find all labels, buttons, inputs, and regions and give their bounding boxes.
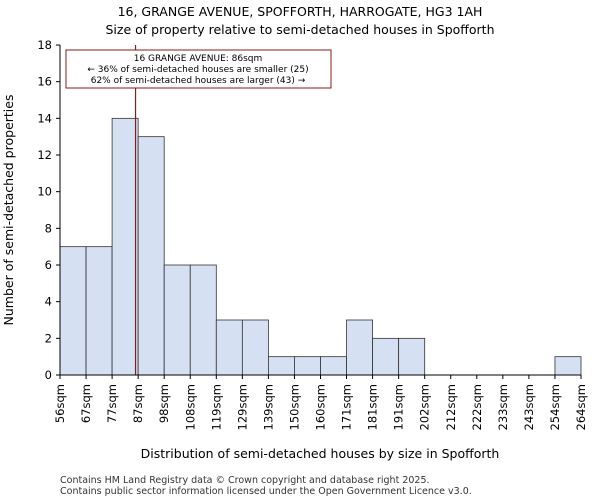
histogram-bar xyxy=(294,356,321,376)
x-tick-label: 254sqm xyxy=(548,384,562,430)
y-tick-label: 8 xyxy=(45,221,52,235)
y-axis-label: Number of semi-detached properties xyxy=(1,95,16,326)
histogram-bar xyxy=(372,337,400,376)
chart-title: 16, GRANGE AVENUE, SPOFFORTH, HARROGATE,… xyxy=(118,4,483,19)
y-tick-label: 2 xyxy=(45,331,52,345)
histogram-bar xyxy=(267,356,295,376)
x-tick-label: 212sqm xyxy=(444,384,458,430)
x-tick-label: 67sqm xyxy=(79,384,93,423)
histogram-bar xyxy=(111,117,139,376)
annotation-title: 16 GRANGE AVENUE: 86sqm xyxy=(134,54,263,64)
y-tick-label: 6 xyxy=(45,258,52,272)
x-tick-label: 119sqm xyxy=(209,384,223,430)
y-tick-label: 10 xyxy=(37,185,52,199)
histogram-bar xyxy=(215,319,243,376)
chart-subtitle: Size of property relative to semi-detach… xyxy=(105,22,494,37)
x-tick-label: 160sqm xyxy=(314,384,328,430)
histogram-bar xyxy=(59,246,87,376)
bars-group xyxy=(59,117,582,376)
histogram-bar xyxy=(85,246,113,376)
x-tick-label: 56sqm xyxy=(53,384,67,423)
histogram-bar xyxy=(398,337,426,376)
footer-line-2: Contains public sector information licen… xyxy=(60,486,472,497)
x-tick-label: 98sqm xyxy=(157,384,171,423)
x-tick-label: 202sqm xyxy=(418,384,432,430)
y-axis-ticks: 0 2 4 6 8 10 12 14 16 18 xyxy=(37,38,60,382)
histogram-bar xyxy=(554,356,582,376)
x-tick-label: 222sqm xyxy=(470,384,484,430)
x-axis-ticks: 56sqm 67sqm 77sqm 87sqm 98sqm 108sqm 119sqm 129… xyxy=(53,375,588,430)
histogram-bar xyxy=(320,356,347,376)
histogram-bar xyxy=(189,264,217,376)
x-tick-label: 243sqm xyxy=(522,384,536,430)
y-tick-label: 0 xyxy=(45,368,52,382)
x-tick-label: 77sqm xyxy=(105,384,119,423)
x-tick-label: 129sqm xyxy=(235,384,249,430)
y-tick-label: 4 xyxy=(45,295,52,309)
histogram-bar xyxy=(163,264,191,376)
annotation-border xyxy=(65,49,332,89)
histogram-bar xyxy=(241,319,269,376)
x-tick-label: 150sqm xyxy=(287,384,301,430)
annotation-box: 16 GRANGE AVENUE: 86sqm ← 36% of semi-de… xyxy=(65,49,332,89)
x-tick-label: 181sqm xyxy=(366,384,380,430)
x-tick-label: 233sqm xyxy=(496,384,510,430)
x-tick-label: 87sqm xyxy=(131,384,145,423)
y-tick-label: 16 xyxy=(37,75,52,89)
x-axis-label: Distribution of semi-detached houses by … xyxy=(141,446,500,461)
y-tick-label: 14 xyxy=(37,111,52,125)
histogram-bar xyxy=(346,319,373,376)
x-tick-label: 139sqm xyxy=(261,384,275,430)
x-tick-label: 108sqm xyxy=(183,384,197,430)
y-tick-label: 18 xyxy=(37,38,52,52)
annotation-smaller: ← 36% of semi-detached houses are smalle… xyxy=(87,65,308,75)
x-tick-label: 171sqm xyxy=(340,384,354,430)
x-tick-label: 191sqm xyxy=(392,384,406,430)
histogram-bar xyxy=(137,136,165,376)
y-tick-label: 12 xyxy=(37,148,52,162)
x-tick-label: 264sqm xyxy=(574,384,588,430)
footer-line-1: Contains HM Land Registry data © Crown c… xyxy=(60,475,430,486)
annotation-larger: 62% of semi-detached houses are larger (… xyxy=(91,76,306,86)
